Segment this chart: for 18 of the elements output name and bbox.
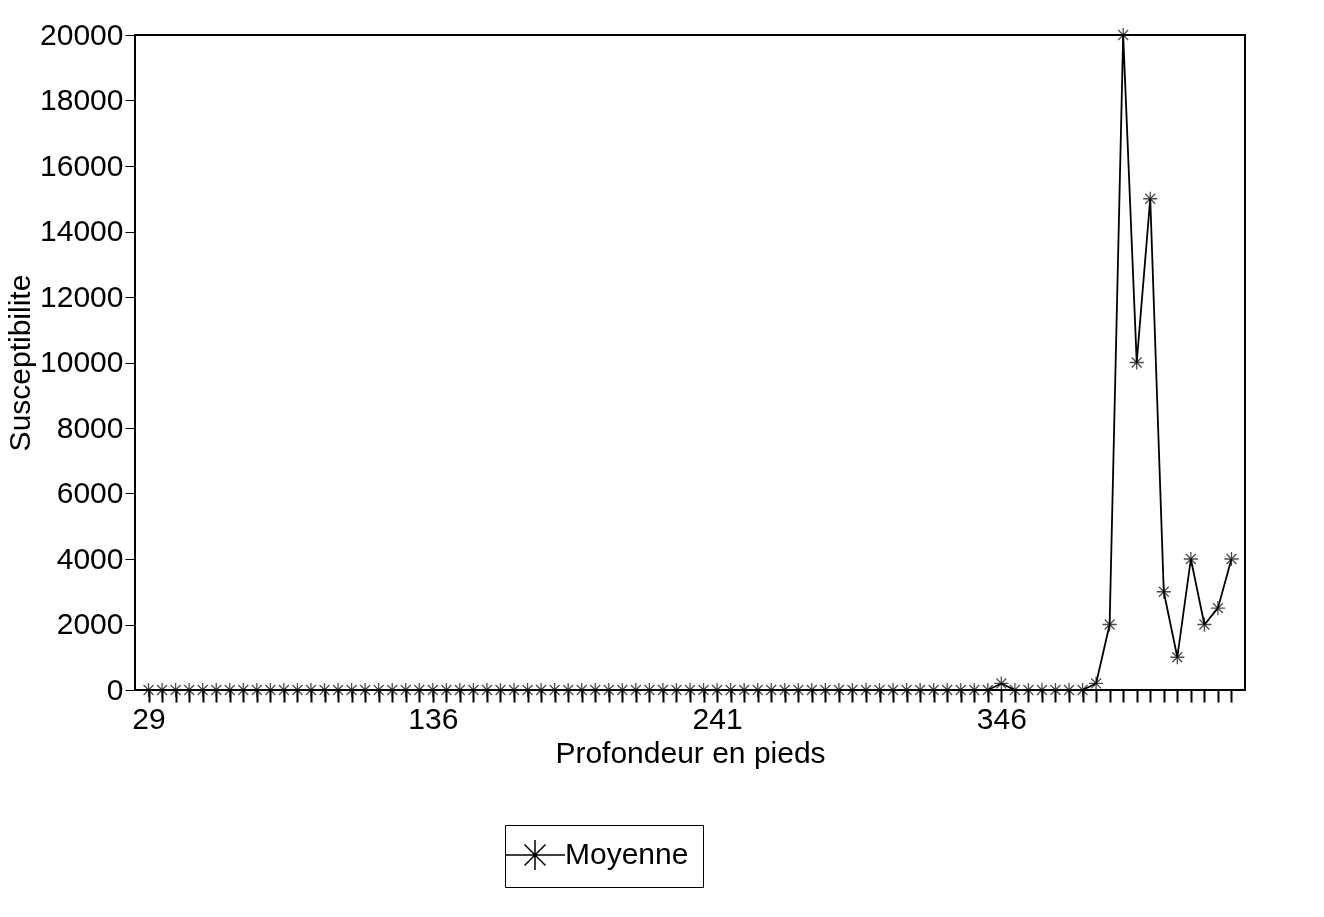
y-axis-title: Susceptibilite <box>3 274 37 452</box>
y-tick-label: 10000 <box>40 345 124 378</box>
x-axis-title: Profondeur en pieds <box>555 735 826 769</box>
y-tick-label: 16000 <box>40 148 124 182</box>
y-tick-label: 0 <box>106 672 124 706</box>
legend-label: Moyenne <box>565 837 689 870</box>
y-tick-label: 18000 <box>40 83 124 116</box>
y-tick-label: 2000 <box>56 607 124 640</box>
y-tick-label: 8000 <box>56 410 124 444</box>
x-tick-label: 241 <box>692 701 743 735</box>
x-tick-label: 346 <box>976 701 1027 735</box>
y-tick-label: 6000 <box>56 476 124 509</box>
x-tick-label: 136 <box>408 701 459 735</box>
y-tick-label: 14000 <box>40 214 124 247</box>
y-tick-label: 20000 <box>40 17 124 51</box>
x-tick-label: 29 <box>132 701 166 735</box>
y-tick-label: 4000 <box>56 541 124 575</box>
y-tick-label: 12000 <box>40 279 124 313</box>
